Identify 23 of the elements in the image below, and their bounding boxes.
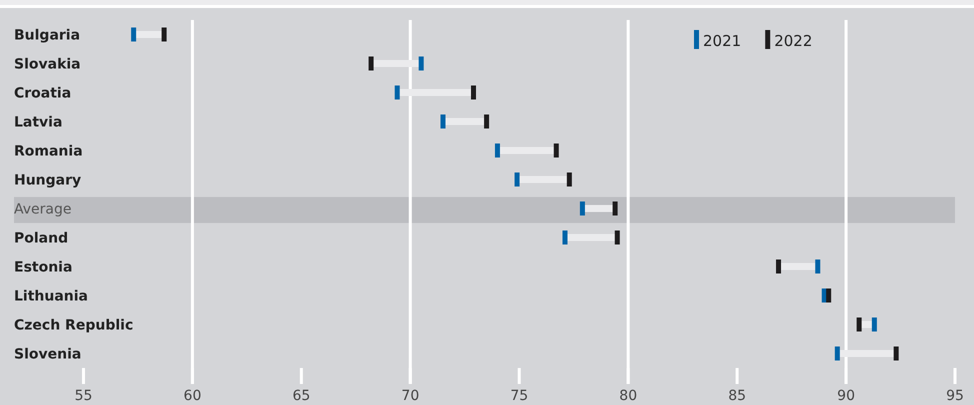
legend-label: 2022 — [774, 32, 812, 50]
legend-label: 2021 — [703, 32, 742, 50]
y-tick-label: Slovenia — [14, 346, 82, 362]
y-tick-label: Bulgaria — [14, 28, 80, 44]
x-tick-label: 85 — [728, 388, 746, 404]
x-tick-label: 75 — [510, 388, 528, 404]
y-tick-label: Hungary — [14, 172, 82, 188]
x-tick-label: 80 — [619, 388, 638, 404]
x-tick-label: 90 — [837, 388, 855, 404]
x-tick-label: 55 — [74, 388, 92, 404]
x-tick-label: 65 — [292, 388, 310, 404]
y-tick-label: Estonia — [14, 260, 72, 276]
y-tick-label: Lithuania — [14, 288, 88, 304]
y-tick-label: Romania — [14, 144, 83, 160]
y-tick-label: Czech Republic — [14, 318, 134, 334]
y-tick-label: Slovakia — [14, 56, 81, 72]
y-tick-label: Croatia — [14, 86, 72, 102]
y-tick-label: Average — [14, 202, 72, 218]
y-tick-label: Poland — [14, 230, 68, 246]
x-tick-label: 70 — [401, 388, 420, 404]
y-tick-label: Latvia — [14, 114, 62, 130]
x-tick-label: 95 — [946, 388, 964, 404]
x-tick-label: 60 — [184, 388, 202, 404]
